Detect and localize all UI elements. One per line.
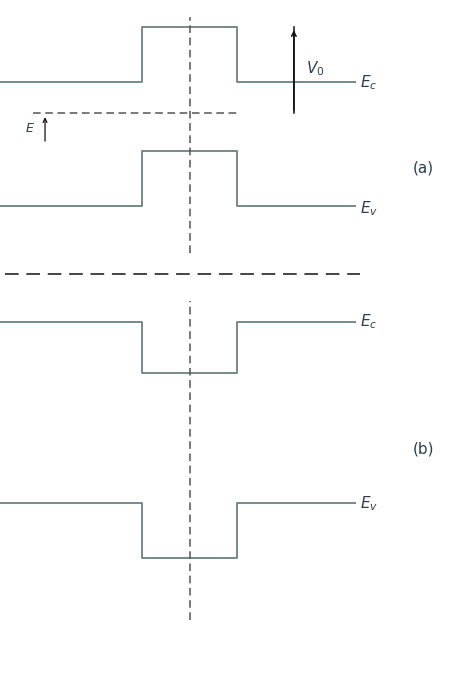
Text: (a): (a) xyxy=(412,160,434,175)
Text: (b): (b) xyxy=(412,441,434,456)
Text: $V_0$: $V_0$ xyxy=(306,59,324,78)
Text: $E_v$: $E_v$ xyxy=(360,494,378,513)
Text: $E$: $E$ xyxy=(25,123,35,135)
Text: $E_c$: $E_c$ xyxy=(360,312,378,332)
Text: $E_c$: $E_c$ xyxy=(360,73,378,92)
Text: $E_v$: $E_v$ xyxy=(360,199,378,219)
